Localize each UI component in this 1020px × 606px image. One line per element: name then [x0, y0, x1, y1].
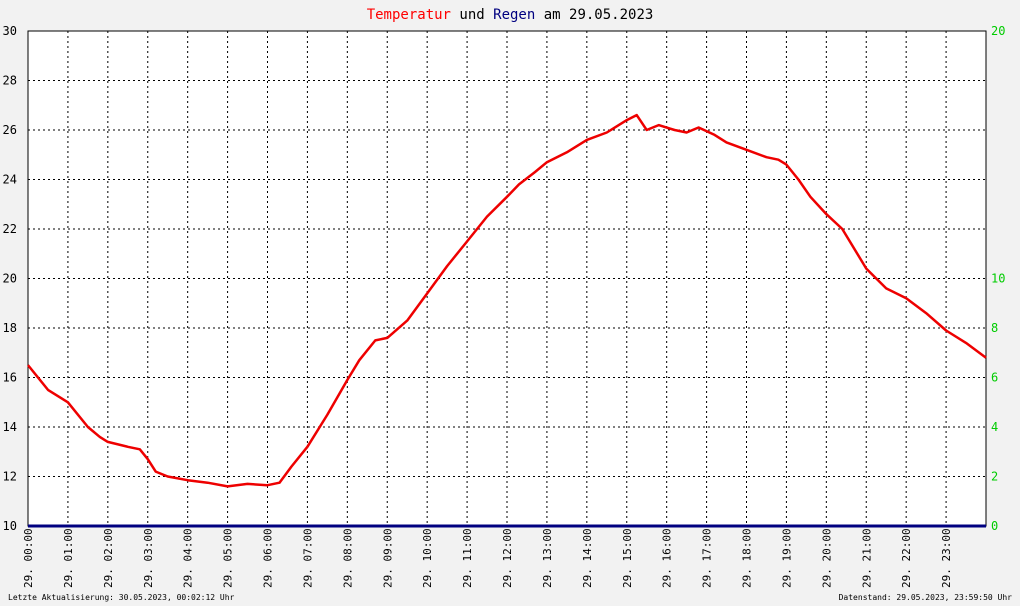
- y-right-tick-label: 2: [991, 470, 998, 484]
- x-tick-label: 29. 06:00: [262, 528, 275, 588]
- y-right-tick-label: 0: [991, 519, 998, 533]
- x-tick-label: 29. 20:00: [820, 528, 833, 588]
- chart-title-part: Regen: [493, 7, 535, 23]
- x-tick-label: 29. 00:00: [22, 528, 35, 588]
- plot-area: [27, 30, 987, 527]
- y-left-tick-label: 28: [3, 74, 17, 88]
- y-left-tick-label: 26: [3, 123, 17, 137]
- x-tick-label: 29. 22:00: [900, 528, 913, 588]
- x-tick-label: 29. 16:00: [661, 528, 674, 588]
- y-left-tick-label: 20: [3, 272, 17, 286]
- right-axis-ticks: 0 2 4 6 8 10 20: [991, 24, 1005, 533]
- y-left-tick-label: 30: [3, 24, 17, 38]
- y-right-tick-label: 6: [991, 371, 998, 385]
- y-right-tick-label: 20: [991, 24, 1005, 38]
- y-left-tick-label: 18: [3, 321, 17, 335]
- y-left-tick-label: 22: [3, 222, 17, 236]
- x-tick-label: 29. 05:00: [222, 528, 235, 588]
- x-tick-label: 29. 13:00: [541, 528, 554, 588]
- y-left-tick-label: 16: [3, 371, 17, 385]
- x-axis-ticks: 29. 00:00 29. 01:00 29. 02:00 29. 03:00 29. …: [22, 528, 953, 588]
- x-tick-label: 29. 09:00: [381, 528, 394, 588]
- chart-title: Temperatur und Regen am 29.05.2023: [367, 7, 654, 23]
- x-tick-label: 29. 10:00: [421, 528, 434, 588]
- x-tick-label: 29. 19:00: [780, 528, 793, 588]
- series-lines: [27, 113, 987, 528]
- y-left-tick-label: 14: [3, 420, 17, 434]
- chart-title-part: und: [451, 7, 493, 23]
- y-left-tick-label: 24: [3, 173, 17, 187]
- left-axis-ticks: 10 12 14 16 18 20 22 24 26 28 30: [3, 24, 17, 533]
- x-tick-label: 29. 07:00: [301, 528, 314, 588]
- x-tick-label: 29. 04:00: [182, 528, 195, 588]
- chart-title-part: am 29.05.2023: [535, 7, 653, 23]
- x-tick-label: 29. 01:00: [62, 528, 75, 588]
- x-tick-label: 29. 17:00: [701, 528, 714, 588]
- y-right-tick-label: 4: [991, 420, 998, 434]
- y-left-tick-label: 10: [3, 519, 17, 533]
- footer-last-update: Letzte Aktualisierung: 30.05.2023, 00:02…: [8, 593, 235, 602]
- x-tick-label: 29. 08:00: [341, 528, 354, 588]
- x-tick-label: 29. 03:00: [142, 528, 155, 588]
- x-tick-label: 29. 15:00: [621, 528, 634, 588]
- x-tick-label: 29. 14:00: [581, 528, 594, 588]
- y-right-tick-label: 10: [991, 272, 1005, 286]
- y-left-tick-label: 12: [3, 470, 17, 484]
- footer-data-status: Datenstand: 29.05.2023, 23:59:50 Uhr: [838, 593, 1012, 602]
- x-tick-label: 29. 21:00: [860, 528, 873, 588]
- y-right-tick-label: 8: [991, 321, 998, 335]
- x-tick-label: 29. 18:00: [741, 528, 754, 588]
- x-tick-label: 29. 23:00: [940, 528, 953, 588]
- chart-title-part: Temperatur: [367, 7, 451, 23]
- series-line-temperatur: [27, 113, 987, 488]
- x-tick-label: 29. 02:00: [102, 528, 115, 588]
- x-tick-label: 29. 11:00: [461, 528, 474, 588]
- x-tick-label: 29. 12:00: [501, 528, 514, 588]
